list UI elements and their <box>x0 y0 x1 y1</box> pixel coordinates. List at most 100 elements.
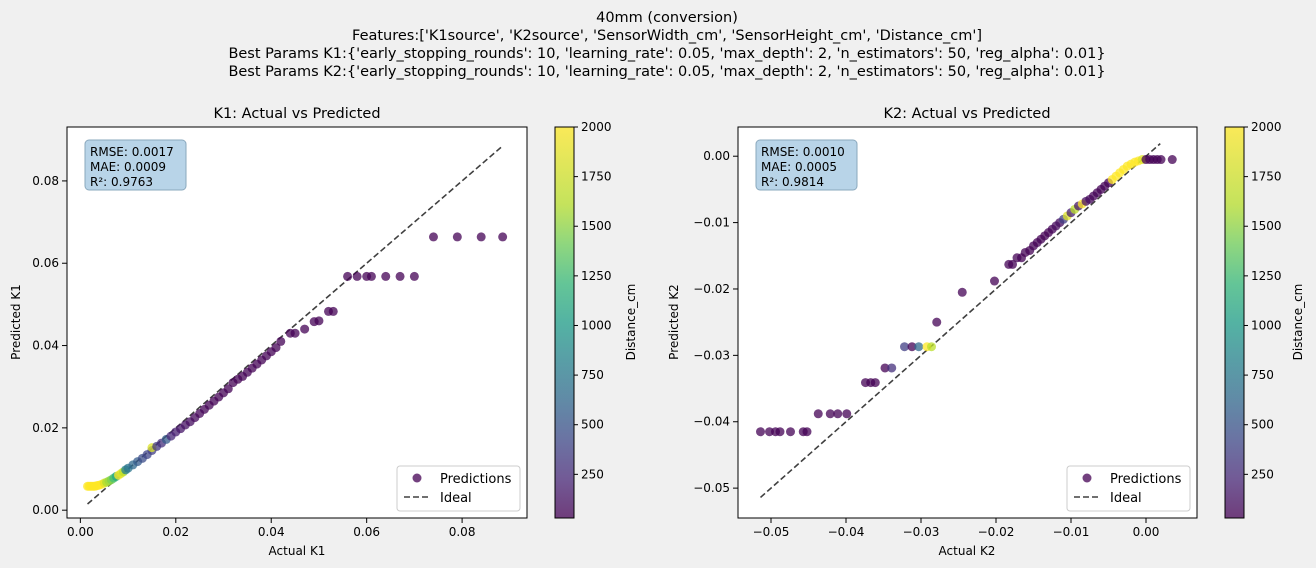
k1-metrics-box: RMSE: 0.0017 MAE: 0.0009 R²: 0.9763 <box>84 139 187 191</box>
k1-metric-mae: MAE: 0.0009 <box>90 160 166 174</box>
k1-colorbar-tick-label: 250 <box>581 467 604 481</box>
k2-prediction-point <box>880 363 890 373</box>
k2-colorbar-tick-label: 250 <box>1251 467 1274 481</box>
k2-legend-predictions-marker <box>1082 473 1092 483</box>
k1-prediction-points <box>83 232 508 491</box>
k2-x-tick-label: 0.00 <box>1133 525 1160 539</box>
k2-y-tick-label: −0.01 <box>693 216 730 230</box>
k2-prediction-point <box>957 287 967 297</box>
k1-prediction-point <box>409 271 419 281</box>
k2-legend: Predictions Ideal <box>1066 465 1191 512</box>
k2-x-ticks: −0.05 −0.04 −0.03 −0.02 −0.01 0.00 <box>753 518 1160 539</box>
k1-y-tick-label: 0.06 <box>32 256 59 270</box>
k1-scatter-panel: K1: Actual vs Predicted Actual K1 Predic… <box>9 106 638 558</box>
k1-prediction-point <box>271 343 281 353</box>
k1-y-axis-label: Predicted K1 <box>9 284 23 360</box>
k2-prediction-point <box>786 427 795 437</box>
k1-prediction-point <box>352 271 362 281</box>
k1-prediction-point <box>476 232 486 242</box>
k1-legend-predictions-label: Predictions <box>440 472 512 487</box>
k1-prediction-point <box>276 336 286 346</box>
k1-x-ticks: 0.00 0.02 0.04 0.06 0.08 <box>67 518 475 539</box>
k2-x-tick-label: −0.05 <box>753 525 790 539</box>
k2-prediction-point <box>833 409 843 419</box>
k2-colorbar-tick-label: 2000 <box>1251 120 1282 134</box>
k1-colorbar-label: Distance_cm <box>624 284 638 361</box>
k1-prediction-point <box>290 328 300 338</box>
k1-prediction-point <box>452 232 462 242</box>
k1-colorbar-frame <box>554 126 575 519</box>
k2-x-tick-label: −0.01 <box>1053 525 1090 539</box>
k2-colorbar-ticks: 250 500 750 1000 1250 1500 1750 2000 <box>1244 120 1282 481</box>
k1-legend-box <box>396 465 521 512</box>
figure-title-line-3: Best Params K1:{'early_stopping_rounds':… <box>228 46 1105 62</box>
k2-prediction-point <box>927 342 936 352</box>
k2-metrics-background <box>755 139 858 191</box>
k1-colorbar-tick-label: 1250 <box>581 269 612 283</box>
k1-colorbar-gradient <box>555 127 574 518</box>
k2-colorbar-tick-label: 1750 <box>1251 170 1282 184</box>
k1-colorbar-tick-label: 500 <box>581 418 604 432</box>
k1-prediction-point <box>366 271 376 281</box>
k2-colorbar-gradient <box>1225 127 1244 518</box>
k1-prediction-point <box>498 232 508 242</box>
k2-prediction-point <box>842 409 852 419</box>
figure-title-line-2: Features:['K1source', 'K2source', 'Senso… <box>352 28 982 44</box>
k1-x-tick-label: 0.08 <box>449 525 476 539</box>
k2-y-tick-label: −0.05 <box>693 481 730 495</box>
k2-prediction-point <box>1008 259 1017 269</box>
k2-colorbar: 250 500 750 1000 1250 1500 1750 2000 Distance_c… <box>1224 120 1305 519</box>
k1-colorbar-tick-label: 2000 <box>581 120 612 134</box>
k2-prediction-point <box>1156 155 1166 165</box>
k1-prediction-point <box>223 384 233 394</box>
k2-prediction-point <box>887 363 897 373</box>
k2-y-ticks: −0.05 −0.04 −0.03 −0.02 −0.01 0.00 <box>693 149 738 495</box>
k2-y-tick-label: 0.00 <box>703 149 730 163</box>
k2-prediction-point <box>990 276 999 286</box>
k1-y-tick-label: 0.04 <box>32 339 59 353</box>
k2-colorbar-frame <box>1224 126 1245 519</box>
k2-prediction-points <box>756 155 1177 437</box>
k2-y-tick-label: −0.04 <box>693 415 730 429</box>
k2-colorbar-label: Distance_cm <box>1291 284 1305 361</box>
k2-plot-area <box>738 127 1197 518</box>
k1-colorbar: 250 500 750 1000 1250 1500 1750 2000 Distance_c… <box>554 120 638 519</box>
k1-x-tick-label: 0.04 <box>258 525 285 539</box>
k2-x-tick-label: −0.02 <box>978 525 1015 539</box>
figure-title: 40mm (conversion) Features:['K1source', … <box>228 10 1105 80</box>
k1-prediction-point <box>300 324 310 334</box>
k1-y-tick-label: 0.00 <box>32 503 59 517</box>
k2-prediction-point <box>900 342 909 352</box>
k2-colorbar-tick-label: 500 <box>1251 418 1274 432</box>
k1-legend-predictions-marker <box>412 473 422 483</box>
k1-metrics-background <box>84 139 187 191</box>
k1-plot-frame <box>66 126 528 519</box>
k2-prediction-point <box>775 427 785 437</box>
k2-colorbar-tick-label: 1250 <box>1251 269 1282 283</box>
k1-x-tick-label: 0.02 <box>162 525 189 539</box>
k1-metric-r2: R²: 0.9763 <box>90 175 153 189</box>
k1-chart-title: K1: Actual vs Predicted <box>213 106 380 122</box>
k2-legend-ideal-label: Ideal <box>1110 491 1142 506</box>
k2-legend-box <box>1066 465 1191 512</box>
k1-y-tick-label: 0.02 <box>32 421 59 435</box>
k1-prediction-point <box>314 316 324 326</box>
k2-plot-frame <box>737 126 1198 519</box>
k1-x-tick-label: 0.06 <box>353 525 380 539</box>
k2-x-tick-label: −0.04 <box>828 525 865 539</box>
k2-colorbar-tick-label: 1000 <box>1251 318 1282 332</box>
k1-colorbar-tick-label: 1750 <box>581 170 612 184</box>
k2-y-tick-label: −0.02 <box>693 282 730 296</box>
k2-prediction-point <box>914 342 924 352</box>
k2-prediction-point <box>1167 155 1177 165</box>
figure-title-line-4: Best Params K2:{'early_stopping_rounds':… <box>228 64 1105 80</box>
k2-metric-mae: MAE: 0.0005 <box>761 160 837 174</box>
k2-colorbar-tick-label: 750 <box>1251 368 1274 382</box>
k2-prediction-point <box>813 409 823 419</box>
k1-colorbar-tick-label: 1500 <box>581 219 612 233</box>
k1-colorbar-tick-label: 750 <box>581 368 604 382</box>
k2-y-axis-label: Predicted K2 <box>667 284 681 360</box>
k1-prediction-point <box>395 271 405 281</box>
k1-legend: Predictions Ideal <box>396 465 521 512</box>
